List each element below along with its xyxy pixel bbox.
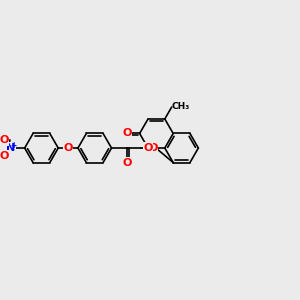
Text: O: O — [143, 143, 153, 153]
Text: O: O — [123, 158, 132, 168]
Text: +: + — [11, 141, 17, 150]
Text: O: O — [148, 143, 158, 153]
Text: O: O — [122, 128, 131, 139]
Text: N: N — [6, 143, 16, 153]
Text: O: O — [0, 135, 9, 145]
Text: O: O — [63, 143, 73, 153]
Text: CH₃: CH₃ — [172, 101, 190, 110]
Text: O: O — [0, 151, 9, 161]
